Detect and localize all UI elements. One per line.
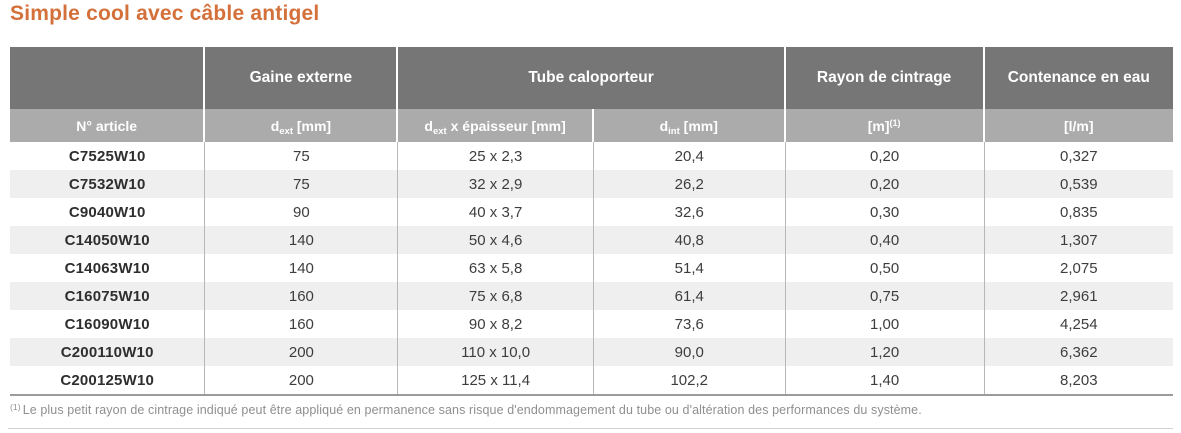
cell-value: 0,20 [785,142,985,170]
dint-label: d [659,117,669,134]
dint-subscript: int [668,125,680,137]
cell-value: 90 x 8,2 [398,310,594,338]
cell-value: 40,8 [593,226,786,254]
column-header-dint: dint [mm] [593,109,786,142]
table-row: C9040W10 90 40 x 3,7 32,6 0,30 0,835 [10,198,1173,226]
cell-value: 32 x 2,9 [398,170,594,198]
cell-value: 20,4 [593,142,786,170]
cell-value: 0,539 [984,170,1173,198]
cell-value: 160 [205,310,399,338]
dext-ep-unit: x épaisseur [mm] [446,117,566,134]
rayon-footnote-ref: (1) [889,117,901,128]
cell-value: 75 [205,170,399,198]
cell-article-number: C200110W10 [10,338,206,366]
cell-value: 140 [205,254,399,282]
cell-value: 0,327 [984,142,1173,170]
cell-value: 200 [205,366,399,394]
cell-value: 63 x 5,8 [398,254,594,282]
cell-value: 32,6 [593,198,786,226]
cell-value: 75 x 6,8 [398,282,594,310]
cell-value: 75 [205,142,399,170]
cell-value: 25 x 2,3 [398,142,594,170]
table-row: C200110W10 200 110 x 10,0 90,0 1,20 6,362 [10,338,1173,366]
group-header-rayon-de-cintrage: Rayon de cintrage [785,47,985,109]
cell-value: 0,835 [984,198,1173,226]
cell-value: 73,6 [593,310,786,338]
cell-article-number: C14050W10 [10,226,206,254]
cell-article-number: C7532W10 [10,170,206,198]
cell-value: 2,075 [984,254,1173,282]
table-body: C7525W10 75 25 x 2,3 20,4 0,20 0,327 C7532W10 7… [10,142,1173,394]
group-header-contenance-en-eau: Contenance en eau [984,47,1173,109]
cell-value: 1,00 [785,310,985,338]
column-header-article: N° article [10,109,206,142]
dext-label: d [270,117,280,134]
footnote-text: Le plus petit rayon de cintrage indiqué … [22,403,922,417]
cell-article-number: C200125W10 [10,366,206,394]
bottom-divider [8,428,1173,429]
cell-value: 40 x 3,7 [398,198,594,226]
group-header-gaine-externe: Gaine externe [205,47,399,109]
footnote: (1) Le plus petit rayon de cintrage indiq… [10,402,922,417]
dext-unit: [mm] [292,117,332,134]
cell-value: 1,20 [785,338,985,366]
page-title: Simple cool avec câble antigel [10,2,320,25]
cell-value: 2,961 [984,282,1173,310]
cell-value: 50 x 4,6 [398,226,594,254]
product-spec-table: Gaine externe Tube caloporteur Rayon de … [10,47,1173,396]
column-header-dext-epaisseur: dext x épaisseur [mm] [398,109,594,142]
cell-article-number: C7525W10 [10,142,206,170]
dext-subscript: ext [279,125,293,137]
cell-article-number: C16075W10 [10,282,206,310]
group-header-tube-caloporteur: Tube caloporteur [398,47,786,109]
column-header-rayon-m: [m](1) [785,109,985,142]
cell-value: 200 [205,338,399,366]
cell-value: 0,75 [785,282,985,310]
dext-ep-subscript: ext [432,125,447,137]
table-row: C7525W10 75 25 x 2,3 20,4 0,20 0,327 [10,142,1173,170]
cell-value: 1,307 [984,226,1173,254]
cell-value: 0,20 [785,170,985,198]
cell-value: 61,4 [593,282,786,310]
cell-value: 0,40 [785,226,985,254]
cell-value: 110 x 10,0 [398,338,594,366]
cell-value: 6,362 [984,338,1173,366]
cell-article-number: C16090W10 [10,310,206,338]
cell-value: 140 [205,226,399,254]
table-row: C7532W10 75 32 x 2,9 26,2 0,20 0,539 [10,170,1173,198]
cell-value: 26,2 [593,170,786,198]
column-header-lm: [l/m] [984,109,1173,142]
table-row: C200125W10 200 125 x 11,4 102,2 1,40 8,203 [10,366,1173,394]
dint-unit: [mm] [679,117,718,134]
cell-value: 160 [205,282,399,310]
cell-value: 4,254 [984,310,1173,338]
cell-value: 90 [205,198,399,226]
rayon-unit: [m] [867,117,890,134]
cell-value: 125 x 11,4 [398,366,594,394]
table-row: C14063W10 140 63 x 5,8 51,4 0,50 2,075 [10,254,1173,282]
cell-value: 0,30 [785,198,985,226]
footnote-marker: (1) [10,402,21,412]
group-header-row: Gaine externe Tube caloporteur Rayon de … [10,47,1173,109]
table-row: C16075W10 160 75 x 6,8 61,4 0,75 2,961 [10,282,1173,310]
cell-value: 8,203 [984,366,1173,394]
cell-value: 102,2 [593,366,786,394]
cell-article-number: C14063W10 [10,254,206,282]
cell-value: 90,0 [593,338,786,366]
column-header-row: N° article dext [mm] dext x épaisseur [m… [10,109,1173,142]
group-header-empty [10,47,206,109]
dext-ep-label: d [424,117,433,134]
table-row: C16090W10 160 90 x 8,2 73,6 1,00 4,254 [10,310,1173,338]
cell-value: 51,4 [593,254,786,282]
cell-article-number: C9040W10 [10,198,206,226]
table-row: C14050W10 140 50 x 4,6 40,8 0,40 1,307 [10,226,1173,254]
column-header-dext: dext [mm] [205,109,399,142]
cell-value: 0,50 [785,254,985,282]
cell-value: 1,40 [785,366,985,394]
